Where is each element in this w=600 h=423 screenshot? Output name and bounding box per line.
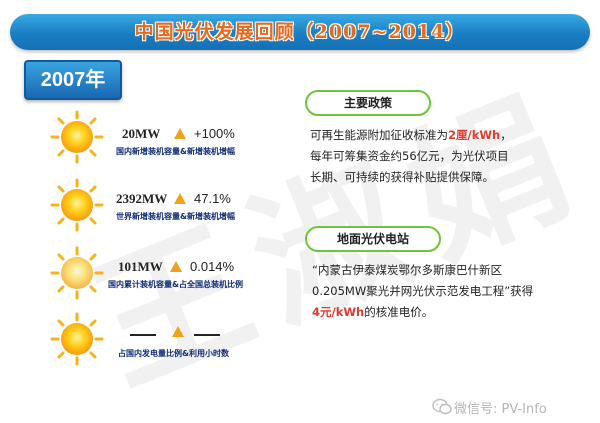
sun-icon	[50, 178, 104, 232]
placeholder-dash	[194, 334, 220, 336]
stat-value: 20MW	[122, 126, 161, 141]
up-triangle-icon	[174, 128, 186, 139]
up-triangle-icon	[174, 193, 186, 204]
up-triangle-icon	[172, 326, 184, 337]
wechat-icon	[432, 398, 452, 415]
policy-text: 可再生能源附加征收标准为2厘/kWh， 每年可筹集资金约56亿元，为光伏项目 长…	[310, 128, 512, 184]
stat-caption: 世界新增装机容量&新增装机增幅	[116, 212, 235, 221]
page-title: 中国光伏发展回顾（2007~2014）	[134, 21, 466, 43]
stat-value: 2392MW	[116, 191, 168, 206]
station-tag: 地面光伏电站	[305, 226, 441, 252]
year-label: 2007年	[40, 69, 106, 91]
stat-row-3: 101MW 0.014%	[118, 259, 234, 275]
placeholder-dash	[130, 334, 156, 336]
stat-caption: 国内新增装机容量&新增装机增幅	[116, 147, 235, 156]
sun-icon	[50, 246, 104, 300]
stat-row-4	[130, 326, 240, 340]
stat-value: 101MW	[118, 259, 163, 274]
stat-caption: 占国内发电量比例&利用小时数	[118, 349, 229, 358]
sun-icon	[50, 110, 104, 164]
title-bar: 中国光伏发展回顾（2007~2014）	[10, 14, 590, 50]
stat-row-2: 2392MW 47.1%	[116, 191, 231, 207]
stat-change: +100%	[194, 126, 235, 141]
stat-row-1: 20MW +100%	[122, 126, 235, 142]
price-highlight: 4元/kWh	[312, 305, 365, 319]
up-triangle-icon	[170, 261, 182, 272]
policy-tag: 主要政策	[305, 90, 431, 116]
stat-caption: 国内累计装机容量&占全国总装机比例	[108, 280, 243, 289]
wechat-id: 微信号: PV-Info	[454, 402, 547, 417]
stat-change: 0.014%	[190, 259, 235, 274]
year-badge: 2007年	[24, 60, 122, 100]
stat-change: 47.1%	[194, 191, 231, 206]
sun-icon	[50, 312, 104, 366]
fee-highlight: 2厘/kWh	[448, 128, 501, 142]
station-text: “内蒙古伊泰煤炭鄂尔多斯康巴什新区 0.205MW聚光并网光伏示范发电工程”获得…	[312, 263, 534, 319]
